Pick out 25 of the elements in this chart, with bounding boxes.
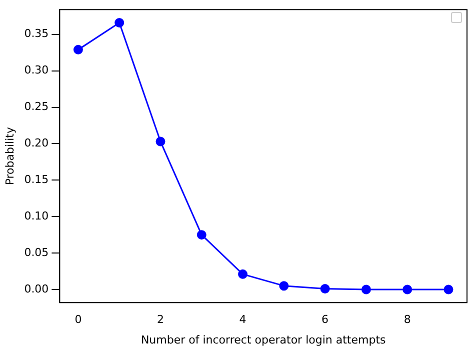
- point: [444, 284, 454, 294]
- x-tick-label: 4: [239, 313, 246, 326]
- y-tick-label: 0.20: [24, 136, 49, 150]
- point: [73, 44, 83, 54]
- x-tick-label: 2: [156, 313, 164, 326]
- y-tick-label: 0.15: [24, 173, 49, 186]
- x-tick-label: 6: [322, 313, 329, 326]
- point: [402, 284, 412, 294]
- y-tick-label: 0.30: [24, 64, 49, 77]
- y-tick-label: 0.25: [24, 100, 49, 114]
- point: [320, 284, 330, 294]
- x-axis-title: Number of incorrect operator login attempts: [140, 333, 386, 346]
- y-tick-label: 0.35: [24, 27, 49, 40]
- x-tick-label: 0: [74, 313, 82, 326]
- point: [196, 230, 206, 240]
- point: [238, 269, 248, 279]
- point: [279, 281, 289, 291]
- y-tick-label: 0.10: [24, 209, 49, 222]
- point: [361, 284, 371, 294]
- x-tick-label: 8: [404, 313, 411, 326]
- y-tick-label: 0.00: [24, 282, 49, 296]
- y-tick-label: 0.05: [24, 246, 49, 259]
- point: [156, 136, 166, 146]
- point: [114, 18, 124, 28]
- y-axis-title: Probability: [3, 126, 16, 186]
